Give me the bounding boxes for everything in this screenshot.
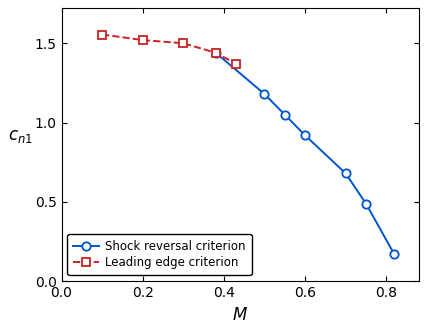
Leading edge criterion [99, 33, 104, 37]
X-axis label: $M$: $M$ [232, 306, 248, 324]
Leading edge criterion [233, 62, 238, 66]
Shock reversal criterion [342, 171, 347, 175]
Line: Shock reversal criterion: Shock reversal criterion [211, 48, 397, 258]
Shock reversal criterion [391, 252, 396, 256]
Leading edge criterion [180, 41, 185, 45]
Shock reversal criterion [261, 92, 266, 96]
Shock reversal criterion [302, 133, 307, 137]
Line: Leading edge criterion: Leading edge criterion [98, 30, 240, 68]
Leading edge criterion [213, 51, 218, 55]
Shock reversal criterion [363, 202, 368, 206]
Shock reversal criterion [282, 113, 287, 117]
Y-axis label: $c_{n1}$: $c_{n1}$ [9, 127, 33, 145]
Shock reversal criterion [213, 51, 218, 55]
Legend: Shock reversal criterion, Leading edge criterion: Shock reversal criterion, Leading edge c… [67, 234, 251, 275]
Leading edge criterion [140, 38, 145, 42]
